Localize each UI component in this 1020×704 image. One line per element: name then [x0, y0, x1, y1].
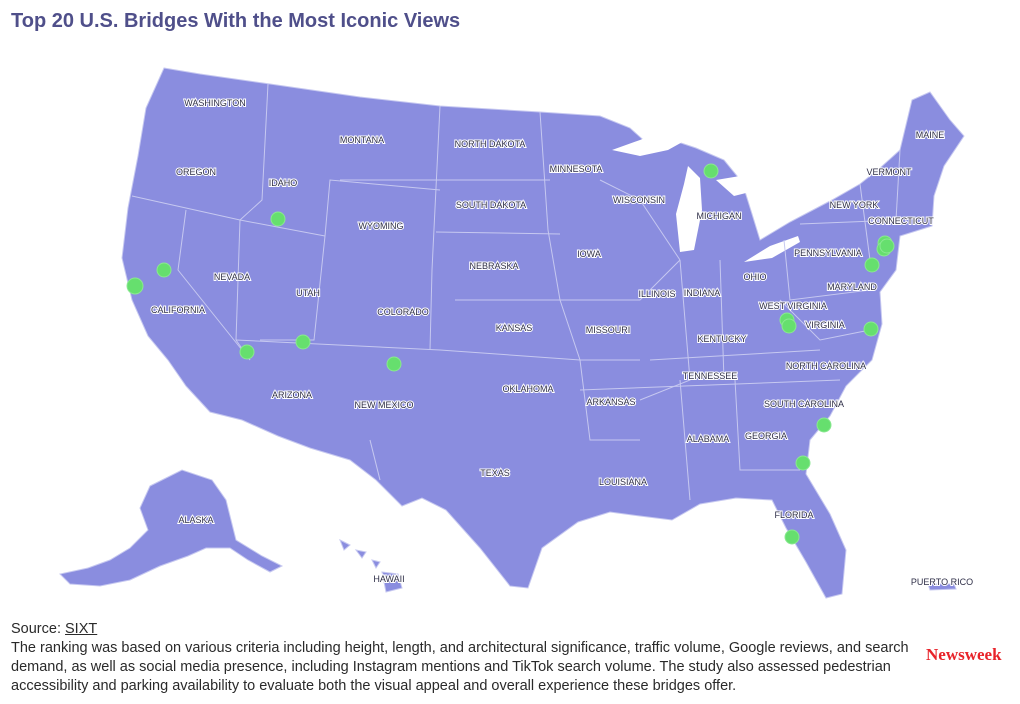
mainland-us-shape: [121, 67, 965, 599]
us-map: WASHINGTON OREGON CALIFORNIA NEVADA IDAH…: [58, 67, 974, 599]
bridge-marker[interactable]: [781, 318, 797, 334]
state-label: NEW MEXICO: [354, 400, 413, 410]
hawaii-shape: [339, 538, 403, 593]
state-label: NEVADA: [214, 272, 250, 282]
state-label: KANSAS: [496, 323, 533, 333]
state-label: MISSOURI: [586, 325, 631, 335]
state-label: VIRGINIA: [805, 320, 845, 330]
state-label: CALIFORNIA: [151, 305, 205, 315]
state-label: TEXAS: [480, 468, 510, 478]
state-label: UTAH: [296, 288, 320, 298]
source-label: Source:: [11, 621, 61, 637]
state-label: OREGON: [176, 167, 216, 177]
state-label: IDAHO: [269, 178, 298, 188]
lake-superior: [612, 130, 686, 156]
state-label: HAWAII: [373, 574, 404, 584]
state-label: MICHIGAN: [697, 211, 742, 221]
bridge-marker[interactable]: [784, 529, 800, 545]
state-label: OHIO: [743, 272, 766, 282]
state-label: NORTH DAKOTA: [455, 139, 526, 149]
bridge-marker[interactable]: [239, 344, 255, 360]
state-label: VERMONT: [867, 167, 913, 177]
state-label: PENNSYLVANIA: [794, 248, 862, 258]
state-borders: [131, 83, 901, 501]
puerto-rico-shape: [927, 583, 957, 591]
methodology-note: The ranking was based on various criteri…: [11, 640, 909, 694]
state-label: NEBRASKA: [469, 261, 518, 271]
state-label: PUERTO RICO: [911, 577, 973, 587]
state-label: TENNESSEE: [683, 371, 738, 381]
state-label: ALASKA: [178, 515, 213, 525]
state-label: WASHINGTON: [184, 98, 246, 108]
bridge-marker[interactable]: [863, 321, 879, 337]
source-line: Source: SIXT: [11, 620, 911, 639]
state-label: NORTH CAROLINA: [786, 361, 866, 371]
state-label: IOWA: [577, 249, 601, 259]
state-label: MINNESOTA: [550, 164, 603, 174]
bridge-marker[interactable]: [864, 257, 880, 273]
bridge-marker[interactable]: [126, 277, 144, 295]
state-label: INDIANA: [684, 288, 721, 298]
state-label: WEST VIRGINIA: [759, 301, 827, 311]
state-labels: WASHINGTON OREGON CALIFORNIA NEVADA IDAH…: [150, 97, 974, 588]
bridge-marker[interactable]: [270, 211, 286, 227]
lake-erie: [744, 236, 800, 262]
source-link[interactable]: SIXT: [65, 621, 98, 637]
bridge-marker[interactable]: [879, 238, 895, 254]
state-label: CONNECTICUT: [868, 216, 934, 226]
state-label: KENTUCKY: [697, 334, 746, 344]
lake-michigan: [676, 166, 702, 252]
state-label: MAINE: [916, 130, 945, 140]
state-label: ILLINOIS: [638, 289, 675, 299]
state-label: WYOMING: [359, 221, 404, 231]
state-label: WISCONSIN: [613, 195, 665, 205]
bridge-marker[interactable]: [295, 334, 311, 350]
state-label: COLORADO: [377, 307, 429, 317]
bridge-marker[interactable]: [386, 356, 402, 372]
state-label: LOUISIANA: [599, 477, 647, 487]
state-label: ALABAMA: [687, 434, 730, 444]
bridge-markers: [126, 163, 895, 545]
lake-huron: [716, 176, 750, 196]
bridge-marker[interactable]: [703, 163, 719, 179]
state-label: ARIZONA: [272, 390, 312, 400]
state-label: OKLAHOMA: [502, 384, 553, 394]
state-label: SOUTH CAROLINA: [764, 399, 844, 409]
state-label: SOUTH DAKOTA: [456, 200, 526, 210]
newsweek-logo[interactable]: Newsweek: [926, 645, 1002, 664]
chart-title: Top 20 U.S. Bridges With the Most Iconic…: [11, 10, 461, 32]
state-label: GEORGIA: [745, 431, 787, 441]
bridge-marker[interactable]: [156, 262, 172, 278]
state-label: ARKANSAS: [586, 397, 635, 407]
state-label: MARYLAND: [827, 282, 877, 292]
bridge-marker[interactable]: [795, 455, 811, 471]
bridge-marker[interactable]: [816, 417, 832, 433]
alaska-shape: [58, 469, 284, 587]
footer: Source: SIXT The ranking was based on va…: [11, 620, 911, 696]
state-label: NEW YORK: [830, 200, 879, 210]
state-label: MONTANA: [340, 135, 384, 145]
state-label: FLORIDA: [774, 510, 813, 520]
